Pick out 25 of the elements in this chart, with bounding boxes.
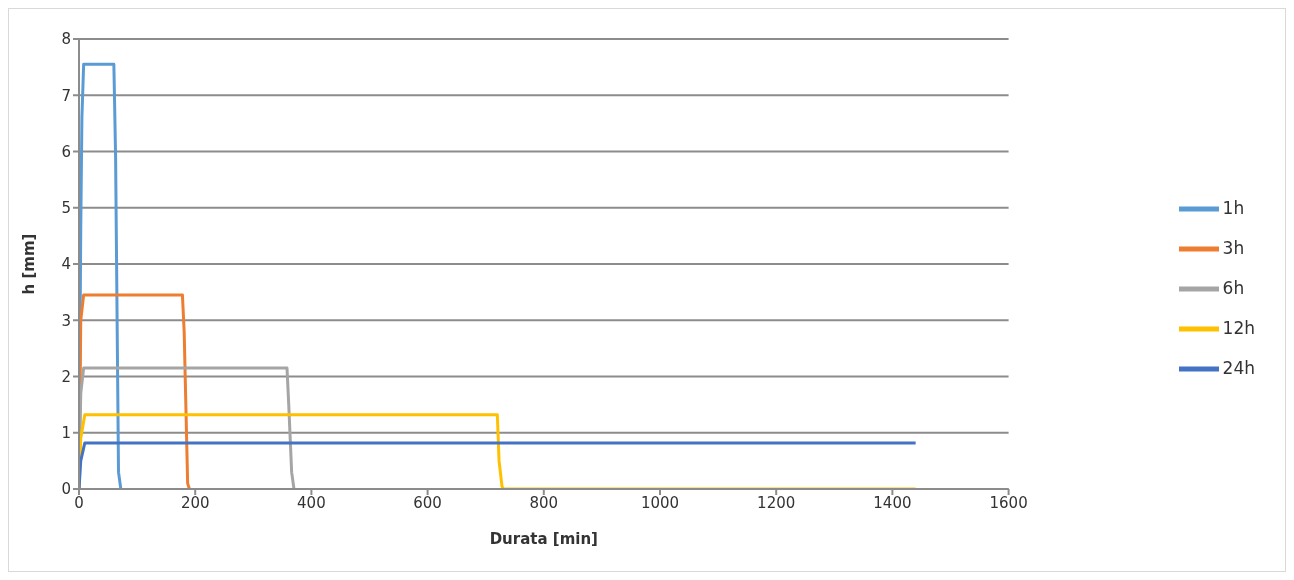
legend-label: 3h xyxy=(1222,238,1245,258)
y-tick-label: 4 xyxy=(61,255,71,274)
x-tick-label: 400 xyxy=(297,493,326,512)
x-tick-label: 1400 xyxy=(873,493,912,512)
y-tick-label: 3 xyxy=(61,311,71,330)
legend-label: 6h xyxy=(1222,278,1245,298)
y-tick-label: 2 xyxy=(61,367,71,386)
y-tick-label: 8 xyxy=(61,30,71,49)
x-tick-label: 600 xyxy=(413,493,442,512)
legend-label: 24h xyxy=(1222,358,1255,378)
y-tick-label: 0 xyxy=(61,480,71,499)
x-tick-label: 1600 xyxy=(989,493,1028,512)
legend-label: 1h xyxy=(1222,198,1245,218)
x-tick-label: 1000 xyxy=(640,493,680,512)
x-tick-label: 1200 xyxy=(757,493,796,512)
legend-label: 12h xyxy=(1222,318,1255,338)
y-tick-label: 7 xyxy=(61,86,71,105)
x-tick-label: 0 xyxy=(74,493,84,512)
y-axis-title: h [mm] xyxy=(20,233,39,295)
y-tick-label: 1 xyxy=(61,424,71,443)
y-tick-label: 5 xyxy=(61,199,71,218)
y-tick-label: 6 xyxy=(61,142,71,161)
x-axis-title: Durata [min] xyxy=(489,530,598,548)
x-tick-label: 200 xyxy=(180,493,210,512)
x-tick-label: 800 xyxy=(529,493,559,512)
